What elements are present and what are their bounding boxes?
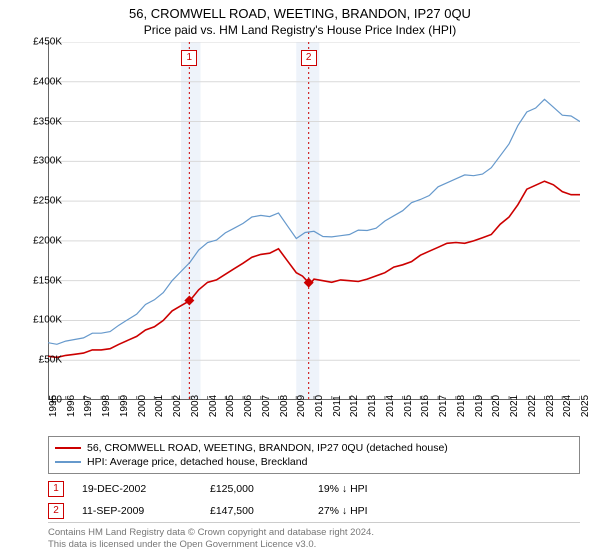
y-tick-label: £200K	[18, 235, 62, 246]
x-tick-label: 1999	[119, 395, 130, 417]
y-tick-label: £450K	[18, 37, 62, 48]
sale-row: 2 11-SEP-2009 £147,500 27% ↓ HPI	[48, 500, 580, 522]
y-tick-label: £100K	[18, 315, 62, 326]
x-tick-label: 2008	[279, 395, 290, 417]
x-tick-label: 1998	[101, 395, 112, 417]
x-tick-label: 1995	[48, 395, 59, 417]
sale-date: 19-DEC-2002	[82, 483, 192, 495]
chart-title: 56, CROMWELL ROAD, WEETING, BRANDON, IP2…	[0, 0, 600, 21]
x-tick-label: 2025	[580, 395, 591, 417]
x-tick-label: 2003	[190, 395, 201, 417]
x-tick-label: 2022	[527, 395, 538, 417]
x-tick-label: 1996	[66, 395, 77, 417]
y-tick-label: £150K	[18, 275, 62, 286]
sale-hpi-diff: 19% ↓ HPI	[318, 483, 438, 495]
sale-price: £147,500	[210, 505, 300, 517]
legend: 56, CROMWELL ROAD, WEETING, BRANDON, IP2…	[48, 436, 580, 474]
chart-svg	[48, 42, 580, 400]
sale-price: £125,000	[210, 483, 300, 495]
x-tick-label: 2016	[420, 395, 431, 417]
sale-date: 11-SEP-2009	[82, 505, 192, 517]
y-tick-label: £400K	[18, 76, 62, 87]
x-tick-label: 2009	[296, 395, 307, 417]
sale-marker-badge: 1	[48, 481, 64, 497]
x-tick-label: 1997	[83, 395, 94, 417]
legend-label: HPI: Average price, detached house, Brec…	[87, 456, 307, 468]
footer-line: This data is licensed under the Open Gov…	[48, 539, 580, 551]
legend-item: 56, CROMWELL ROAD, WEETING, BRANDON, IP2…	[55, 441, 573, 455]
sale-hpi-diff: 27% ↓ HPI	[318, 505, 438, 517]
x-tick-label: 2005	[225, 395, 236, 417]
x-tick-label: 2012	[349, 395, 360, 417]
chart-plot-area	[48, 42, 580, 400]
sale-row: 1 19-DEC-2002 £125,000 19% ↓ HPI	[48, 478, 580, 500]
chart-subtitle: Price paid vs. HM Land Registry's House …	[0, 21, 600, 41]
y-tick-label: £300K	[18, 156, 62, 167]
footer-line: Contains HM Land Registry data © Crown c…	[48, 527, 580, 539]
footer-attribution: Contains HM Land Registry data © Crown c…	[48, 522, 580, 551]
x-tick-label: 2013	[367, 395, 378, 417]
x-tick-label: 2001	[154, 395, 165, 417]
legend-item: HPI: Average price, detached house, Brec…	[55, 455, 573, 469]
legend-swatch	[55, 461, 81, 463]
x-tick-label: 2020	[491, 395, 502, 417]
x-tick-label: 2007	[261, 395, 272, 417]
x-tick-label: 2011	[332, 395, 343, 417]
sale-marker-flag: 2	[301, 50, 317, 66]
legend-swatch	[55, 447, 81, 449]
x-tick-label: 2021	[509, 395, 520, 417]
legend-label: 56, CROMWELL ROAD, WEETING, BRANDON, IP2…	[87, 442, 448, 454]
y-tick-label: £250K	[18, 196, 62, 207]
y-tick-label: £350K	[18, 116, 62, 127]
x-tick-label: 2002	[172, 395, 183, 417]
x-tick-label: 2023	[545, 395, 556, 417]
chart-container: 56, CROMWELL ROAD, WEETING, BRANDON, IP2…	[0, 0, 600, 560]
sales-table: 1 19-DEC-2002 £125,000 19% ↓ HPI 2 11-SE…	[48, 478, 580, 522]
x-tick-label: 2015	[403, 395, 414, 417]
x-tick-label: 2010	[314, 395, 325, 417]
x-tick-label: 2017	[438, 395, 449, 417]
x-tick-label: 2024	[562, 395, 573, 417]
x-tick-label: 2018	[456, 395, 467, 417]
x-tick-label: 2006	[243, 395, 254, 417]
x-tick-label: 2014	[385, 395, 396, 417]
sale-marker-badge: 2	[48, 503, 64, 519]
sale-marker-flag: 1	[181, 50, 197, 66]
x-tick-label: 2000	[137, 395, 148, 417]
x-tick-label: 2019	[474, 395, 485, 417]
y-tick-label: £50K	[18, 355, 62, 366]
x-tick-label: 2004	[208, 395, 219, 417]
